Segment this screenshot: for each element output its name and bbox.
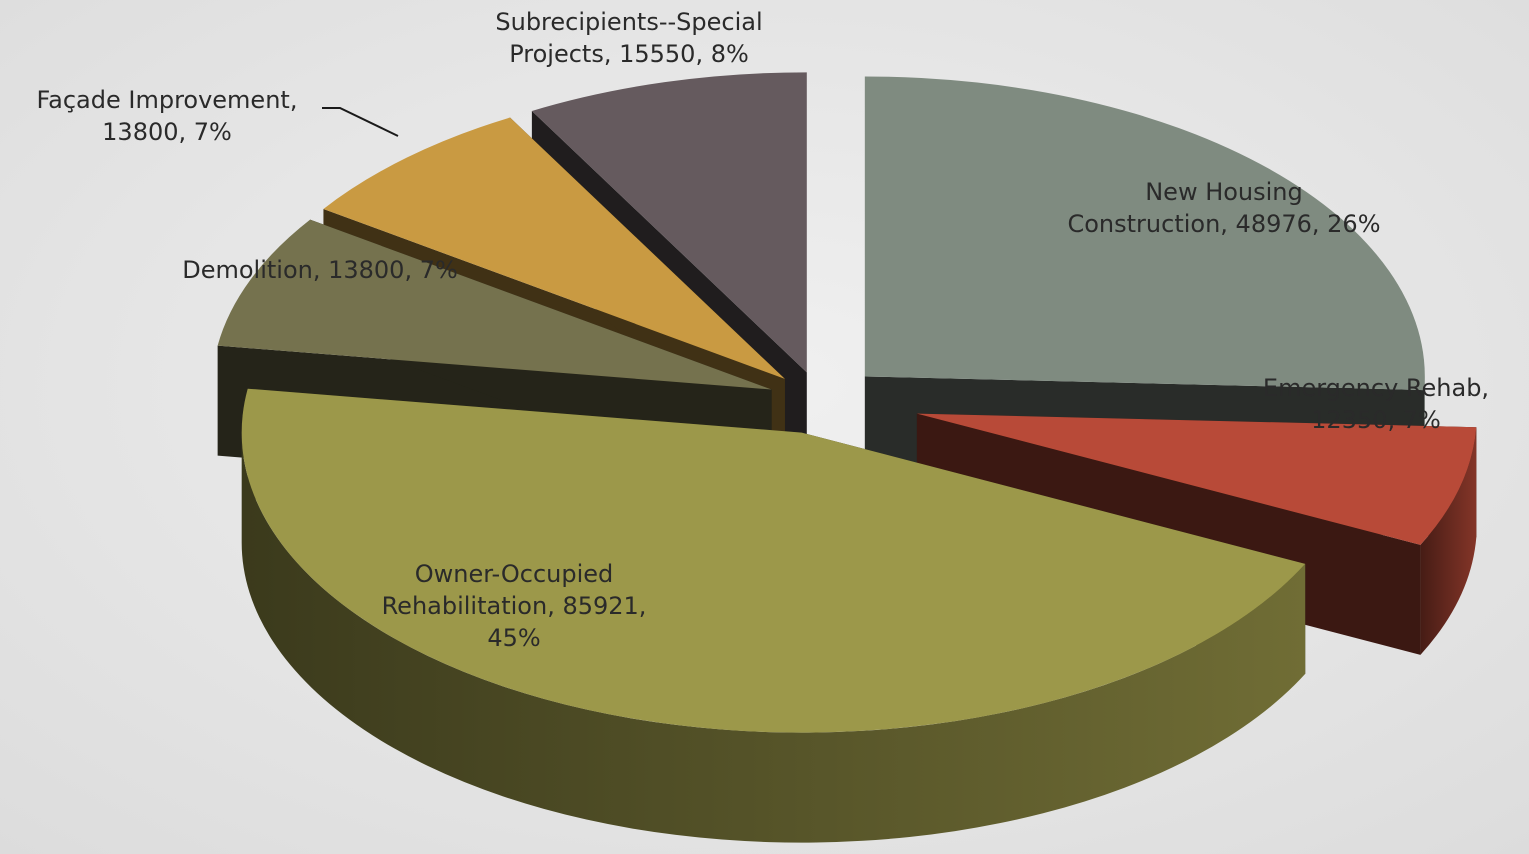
slice-label-2-line-2: 45% — [487, 624, 540, 652]
slice-label-2-line-1: Rehabilitation, 85921, — [382, 592, 647, 620]
slice-label-1-line-0: Emergency Rehab, — [1263, 374, 1489, 402]
slice-label-0-line-0: New Housing — [1145, 178, 1303, 206]
labels-layer: New Housing Construction, 48976, 26% Emerg… — [37, 8, 1490, 652]
slice-label-3-line-0: Demolition, 13800, 7% — [182, 256, 458, 284]
facade-leader-line — [322, 107, 399, 137]
slice-label-4-line-0: Façade Improvement, — [37, 86, 298, 114]
pie-slice-2 — [241, 388, 1306, 843]
slice-1-top — [916, 413, 1477, 545]
slice-1-outer-wall — [1420, 427, 1477, 655]
slice-label-4-line-1: 13800, 7% — [102, 118, 232, 146]
slice-label-0: New Housing Construction, 48976, 26% — [1067, 178, 1380, 238]
slice-2-top — [241, 388, 1306, 733]
slices-layer — [217, 72, 1477, 843]
slice-label-1-line-1: 12350, 7% — [1311, 406, 1441, 434]
slice-label-3: Demolition, 13800, 7% — [182, 256, 458, 284]
slice-label-1: Emergency Rehab, 12350, 7% — [1263, 374, 1489, 434]
slice-label-5: Subrecipients--Special Projects, 15550, 8… — [495, 8, 762, 68]
slice-label-2-line-0: Owner-Occupied — [415, 560, 614, 588]
slice-4-top — [323, 117, 785, 379]
slice-label-4: Façade Improvement, 13800, 7% — [37, 86, 298, 146]
slice-label-5-line-0: Subrecipients--Special — [495, 8, 762, 36]
slice-0-top — [864, 76, 1425, 391]
slice-2-outer-wall — [241, 432, 1306, 843]
slice-3-top — [217, 219, 772, 390]
slice-label-2: Owner-Occupied Rehabilitation, 85921, 45% — [382, 560, 647, 652]
slice-label-0-line-1: Construction, 48976, 26% — [1067, 210, 1380, 238]
slice-5-top — [531, 72, 807, 373]
slice-label-5-line-1: Projects, 15550, 8% — [509, 40, 749, 68]
